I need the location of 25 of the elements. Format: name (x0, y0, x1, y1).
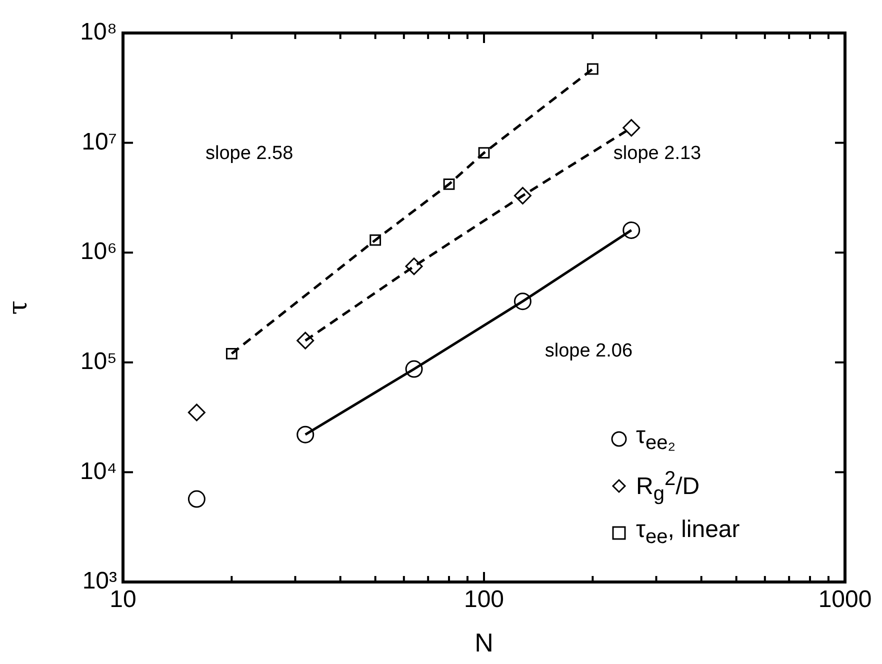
y-tick-label: 10⁵ (80, 348, 117, 376)
point (405, 360, 423, 378)
point (514, 292, 532, 310)
x-axis-title: N (474, 628, 494, 658)
y-tick-label: 10⁶ (80, 238, 117, 266)
y-axis-title: τ (3, 300, 34, 315)
x-tick-label: 100 (464, 586, 504, 614)
point (514, 186, 532, 204)
annotation: slope 2.13 (613, 143, 702, 164)
y-tick-label: 10⁴ (80, 458, 117, 485)
point (622, 221, 640, 239)
annotation: slope 2.06 (544, 340, 633, 362)
x-tick-label: 1000 (818, 586, 872, 614)
legend-label: τ$_{ee}$, linear (636, 514, 740, 550)
point (405, 258, 423, 276)
y-tick-label: 10⁸ (80, 18, 117, 46)
point (622, 119, 640, 137)
point (188, 490, 206, 508)
point (188, 404, 206, 422)
point (296, 426, 314, 444)
annotation: slope 2.58 (206, 143, 294, 164)
y-tick-label: 10⁷ (82, 128, 117, 156)
point (296, 332, 314, 350)
legend-label: τ$_{ee₂}$ (636, 421, 676, 456)
legend-label: R$_{g}$$^{2}$/D (636, 466, 700, 507)
